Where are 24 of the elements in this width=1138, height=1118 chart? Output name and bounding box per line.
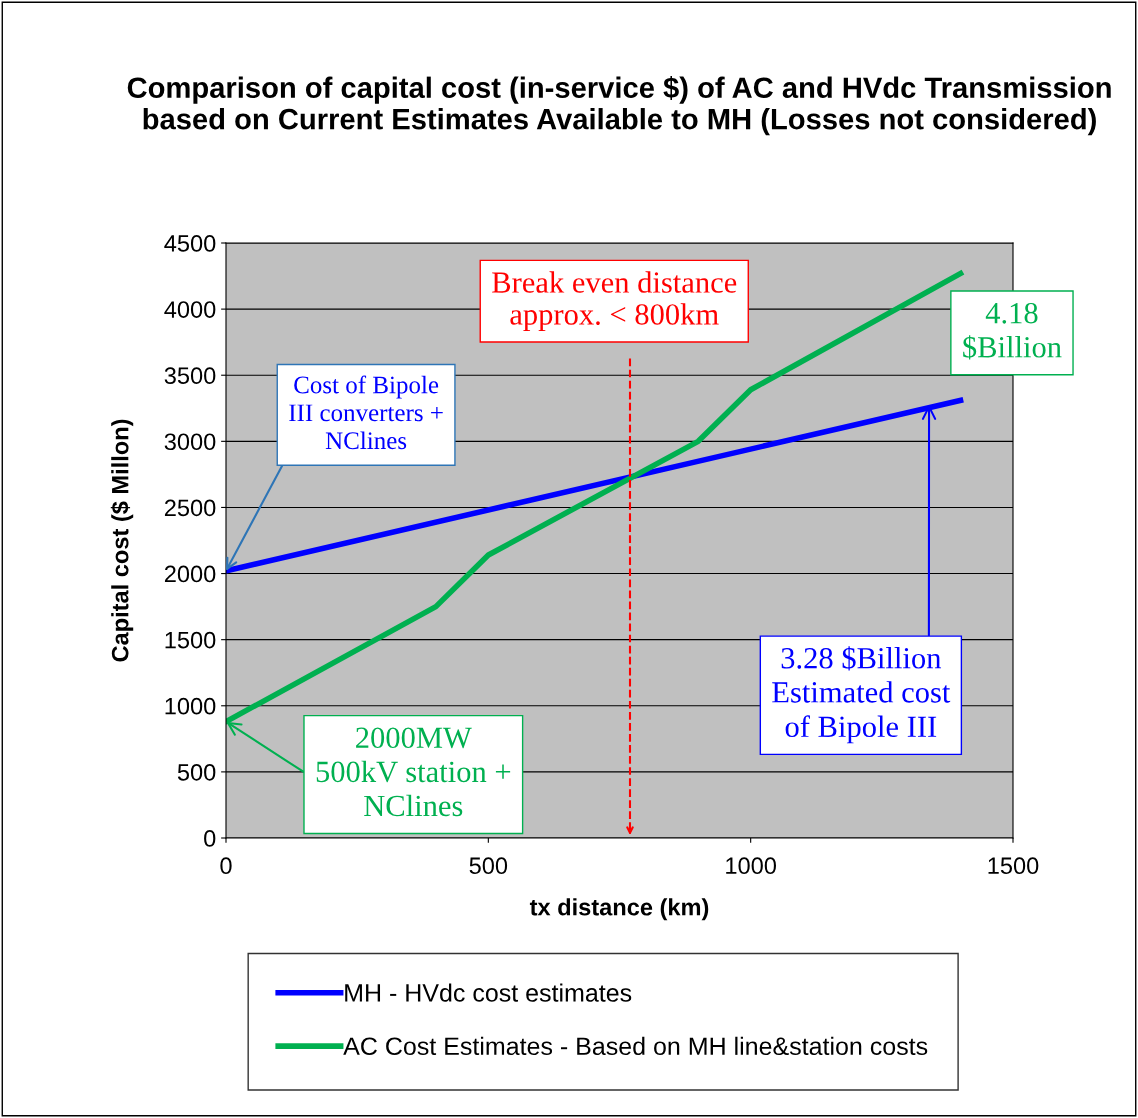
ref-line-label: Break even distance approx. < 800km: [492, 271, 737, 332]
annotation: 3.28 $Billion Estimated cost of Bipole III: [772, 646, 951, 744]
y-tick-label: 500: [177, 763, 216, 781]
y-tick-label: 1000: [165, 697, 216, 715]
y-tick-label: 4000: [164, 301, 216, 318]
y-tick-label: 4500: [164, 235, 216, 252]
x-tick-label: 0: [220, 857, 232, 875]
y-tick-label: 3000: [164, 433, 216, 451]
y-tick-label: 2500: [164, 499, 216, 517]
x-tick-label: 500: [469, 857, 508, 875]
x-axis-title: tx distance (km): [529, 898, 709, 921]
legend-label: AC Cost Estimates - Based on MH line&station costs: [343, 1036, 928, 1056]
annotation: 2000MW 500kV station + NClines: [316, 727, 511, 817]
legend-label: MH - HVdc cost estimates: [345, 983, 632, 1002]
y-tick-label: 2000: [164, 565, 216, 583]
x-tick-label: 1000: [726, 857, 777, 875]
x-tick-label: 1500: [988, 857, 1039, 875]
y-axis-title: Capital cost ($ Millon): [110, 419, 134, 662]
y-tick-label: 1500: [165, 631, 216, 649]
annotation: 4.18 $Billion: [963, 302, 1062, 360]
chart-title: Comparison of capital cost (in-service $) of AC and HVdc Transmission based on Current Estimates Available to MH (Losses not considered): [127, 76, 1111, 136]
y-tick-label: 0: [204, 830, 216, 847]
y-tick-label: 3500: [164, 367, 216, 385]
annotation: Cost of Bipole III converters + NClines: [289, 375, 443, 450]
